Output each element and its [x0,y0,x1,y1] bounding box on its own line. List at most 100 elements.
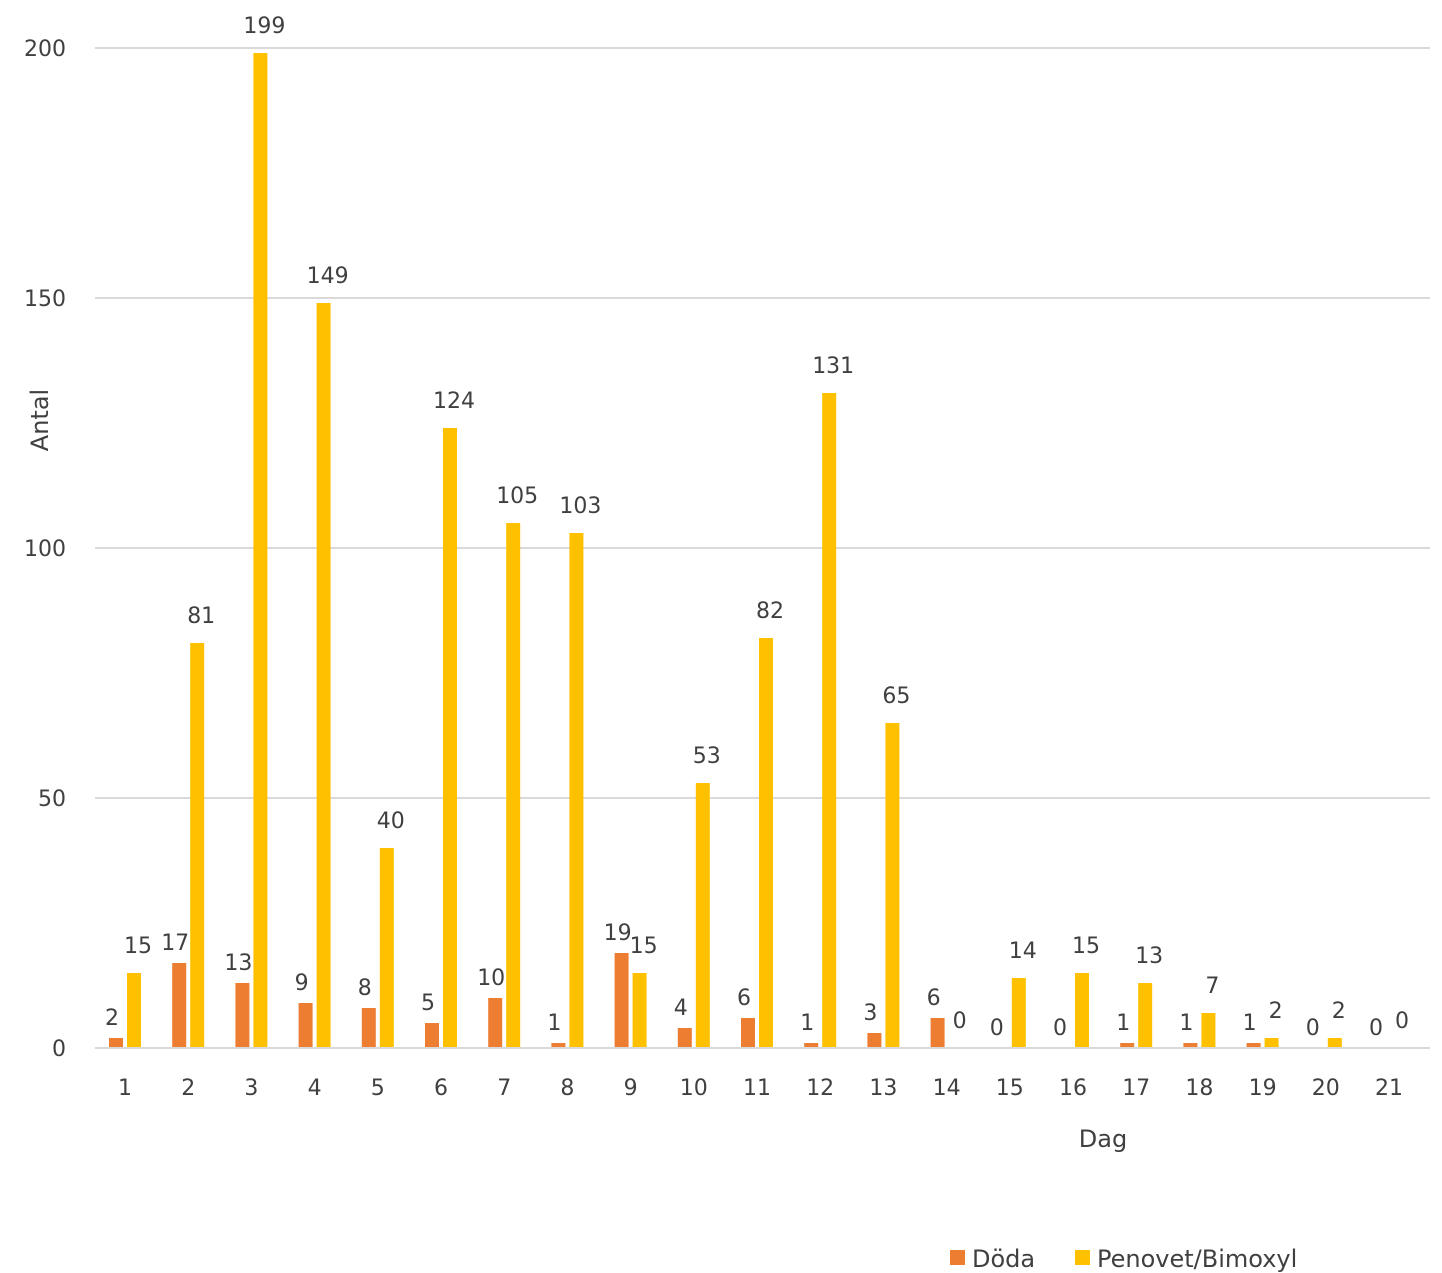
bar-doda-dag-19 [1246,1043,1261,1048]
bar-penovet-dag-10 [695,783,710,1048]
data-label-penovet: 149 [307,264,349,289]
data-label-penovet: 53 [693,744,721,769]
x-tick-label: 15 [996,1076,1024,1101]
x-tick-label: 8 [560,1076,574,1101]
data-label-penovet: 131 [812,354,854,379]
data-label-penovet: 103 [559,494,601,519]
data-label-penovet: 15 [124,934,152,959]
x-tick-label: 5 [371,1076,385,1101]
bar-doda-dag-14 [930,1018,945,1048]
x-tick-label: 16 [1059,1076,1087,1101]
legend: Döda Penovet/Bimoxyl [950,1245,1297,1273]
bar-penovet-dag-18 [1201,1013,1216,1048]
bar-penovet-dag-1 [127,973,141,1048]
y-axis-ticks: 0 50 100 150 200 [24,37,66,1062]
bar-penovet-dag-7 [506,523,521,1048]
y-tick-label: 100 [24,537,66,562]
data-label-doda: 1 [1116,1011,1130,1036]
y-tick-label: 50 [38,787,66,812]
x-tick-label: 12 [806,1076,834,1101]
bar-doda-dag-10 [677,1028,692,1048]
data-label-penovet: 7 [1205,974,1219,999]
data-label-penovet: 2 [1269,999,1283,1024]
x-tick-label: 20 [1312,1076,1340,1101]
bar-penovet-dag-11 [759,638,773,1048]
data-label-penovet: 199 [243,14,285,39]
data-label-penovet: 82 [756,599,784,624]
x-tick-label: 9 [624,1076,638,1101]
data-label-penovet: 15 [1072,934,1100,959]
bar-penovet-dag-17 [1138,983,1153,1048]
bar-penovet-dag-16 [1075,973,1089,1048]
x-tick-label: 3 [244,1076,258,1101]
y-axis-title: Antal [26,389,54,451]
data-label-penovet: 81 [187,604,215,629]
x-tick-label: 10 [680,1076,708,1101]
data-label-penovet: 13 [1135,944,1163,969]
data-label-doda: 17 [161,931,189,956]
bar-penovet-dag-3 [253,53,268,1048]
legend-label-penovet-bimoxyl: Penovet/Bimoxyl [1097,1245,1297,1273]
y-tick-label: 200 [24,37,66,62]
data-label-doda: 13 [224,951,252,976]
x-axis-title: Dag [1079,1125,1127,1153]
bar-penovet-dag-6 [443,428,457,1048]
data-label-penovet: 65 [882,684,910,709]
data-label-doda: 1 [800,1011,814,1036]
x-tick-label: 19 [1249,1076,1277,1101]
data-label-doda: 19 [604,921,632,946]
legend-label-doda: Döda [972,1245,1035,1273]
bar-doda-dag-13 [867,1033,882,1048]
bar-penovet-dag-5 [379,848,394,1048]
bar-doda-dag-18 [1183,1043,1198,1048]
data-label-doda: 0 [1053,1016,1067,1041]
data-label-doda: 5 [421,991,435,1016]
bar-doda-dag-5 [361,1008,376,1048]
data-label-doda: 9 [295,971,309,996]
bar-penovet-dag-2 [190,643,205,1048]
bar-doda-dag-3 [235,983,250,1048]
bar-penovet-dag-19 [1264,1038,1279,1048]
data-label-doda: 3 [863,1001,877,1026]
bar-penovet-dag-15 [1011,978,1026,1048]
data-label-penovet: 105 [496,484,538,509]
bar-doda-dag-12 [804,1043,819,1048]
data-label-doda: 1 [547,1011,561,1036]
data-labels: 215 1781131999149840512410105110319154536… [105,14,1409,1041]
bar-penovet-dag-20 [1327,1038,1342,1048]
data-label-penovet: 14 [1009,939,1037,964]
data-label-doda: 8 [358,976,372,1001]
legend-swatch-penovet-bimoxyl [1075,1250,1090,1265]
legend-swatch-doda [950,1250,965,1265]
x-tick-label: 17 [1122,1076,1150,1101]
data-label-doda: 2 [105,1006,119,1031]
data-label-doda: 1 [1179,1011,1193,1036]
data-label-doda: 4 [674,996,688,1021]
x-tick-label: 1 [118,1076,132,1101]
bar-doda-dag-6 [425,1023,439,1048]
data-label-doda: 6 [927,986,941,1011]
data-label-doda: 10 [477,966,505,991]
x-tick-label: 7 [497,1076,511,1101]
data-label-doda: 0 [1369,1016,1383,1041]
data-label-penovet: 40 [377,809,405,834]
x-tick-label: 18 [1185,1076,1213,1101]
bar-doda-dag-11 [741,1018,755,1048]
bar-doda-dag-9 [614,953,629,1048]
x-tick-label: 6 [434,1076,448,1101]
bar-doda-dag-17 [1120,1043,1135,1048]
x-tick-label: 13 [869,1076,897,1101]
y-tick-label: 150 [24,287,66,312]
x-tick-label: 4 [308,1076,322,1101]
data-label-doda: 0 [990,1016,1004,1041]
x-tick-label: 2 [181,1076,195,1101]
data-label-penovet: 124 [433,389,475,414]
y-tick-label: 0 [52,1037,66,1062]
bar-penovet-dag-13 [885,723,900,1048]
x-tick-label: 21 [1375,1076,1403,1101]
data-label-penovet: 15 [630,934,658,959]
data-label-doda: 0 [1306,1016,1320,1041]
bar-penovet-dag-8 [569,533,584,1048]
bar-doda-dag-8 [551,1043,566,1048]
data-label-penovet: 0 [1395,1009,1409,1034]
